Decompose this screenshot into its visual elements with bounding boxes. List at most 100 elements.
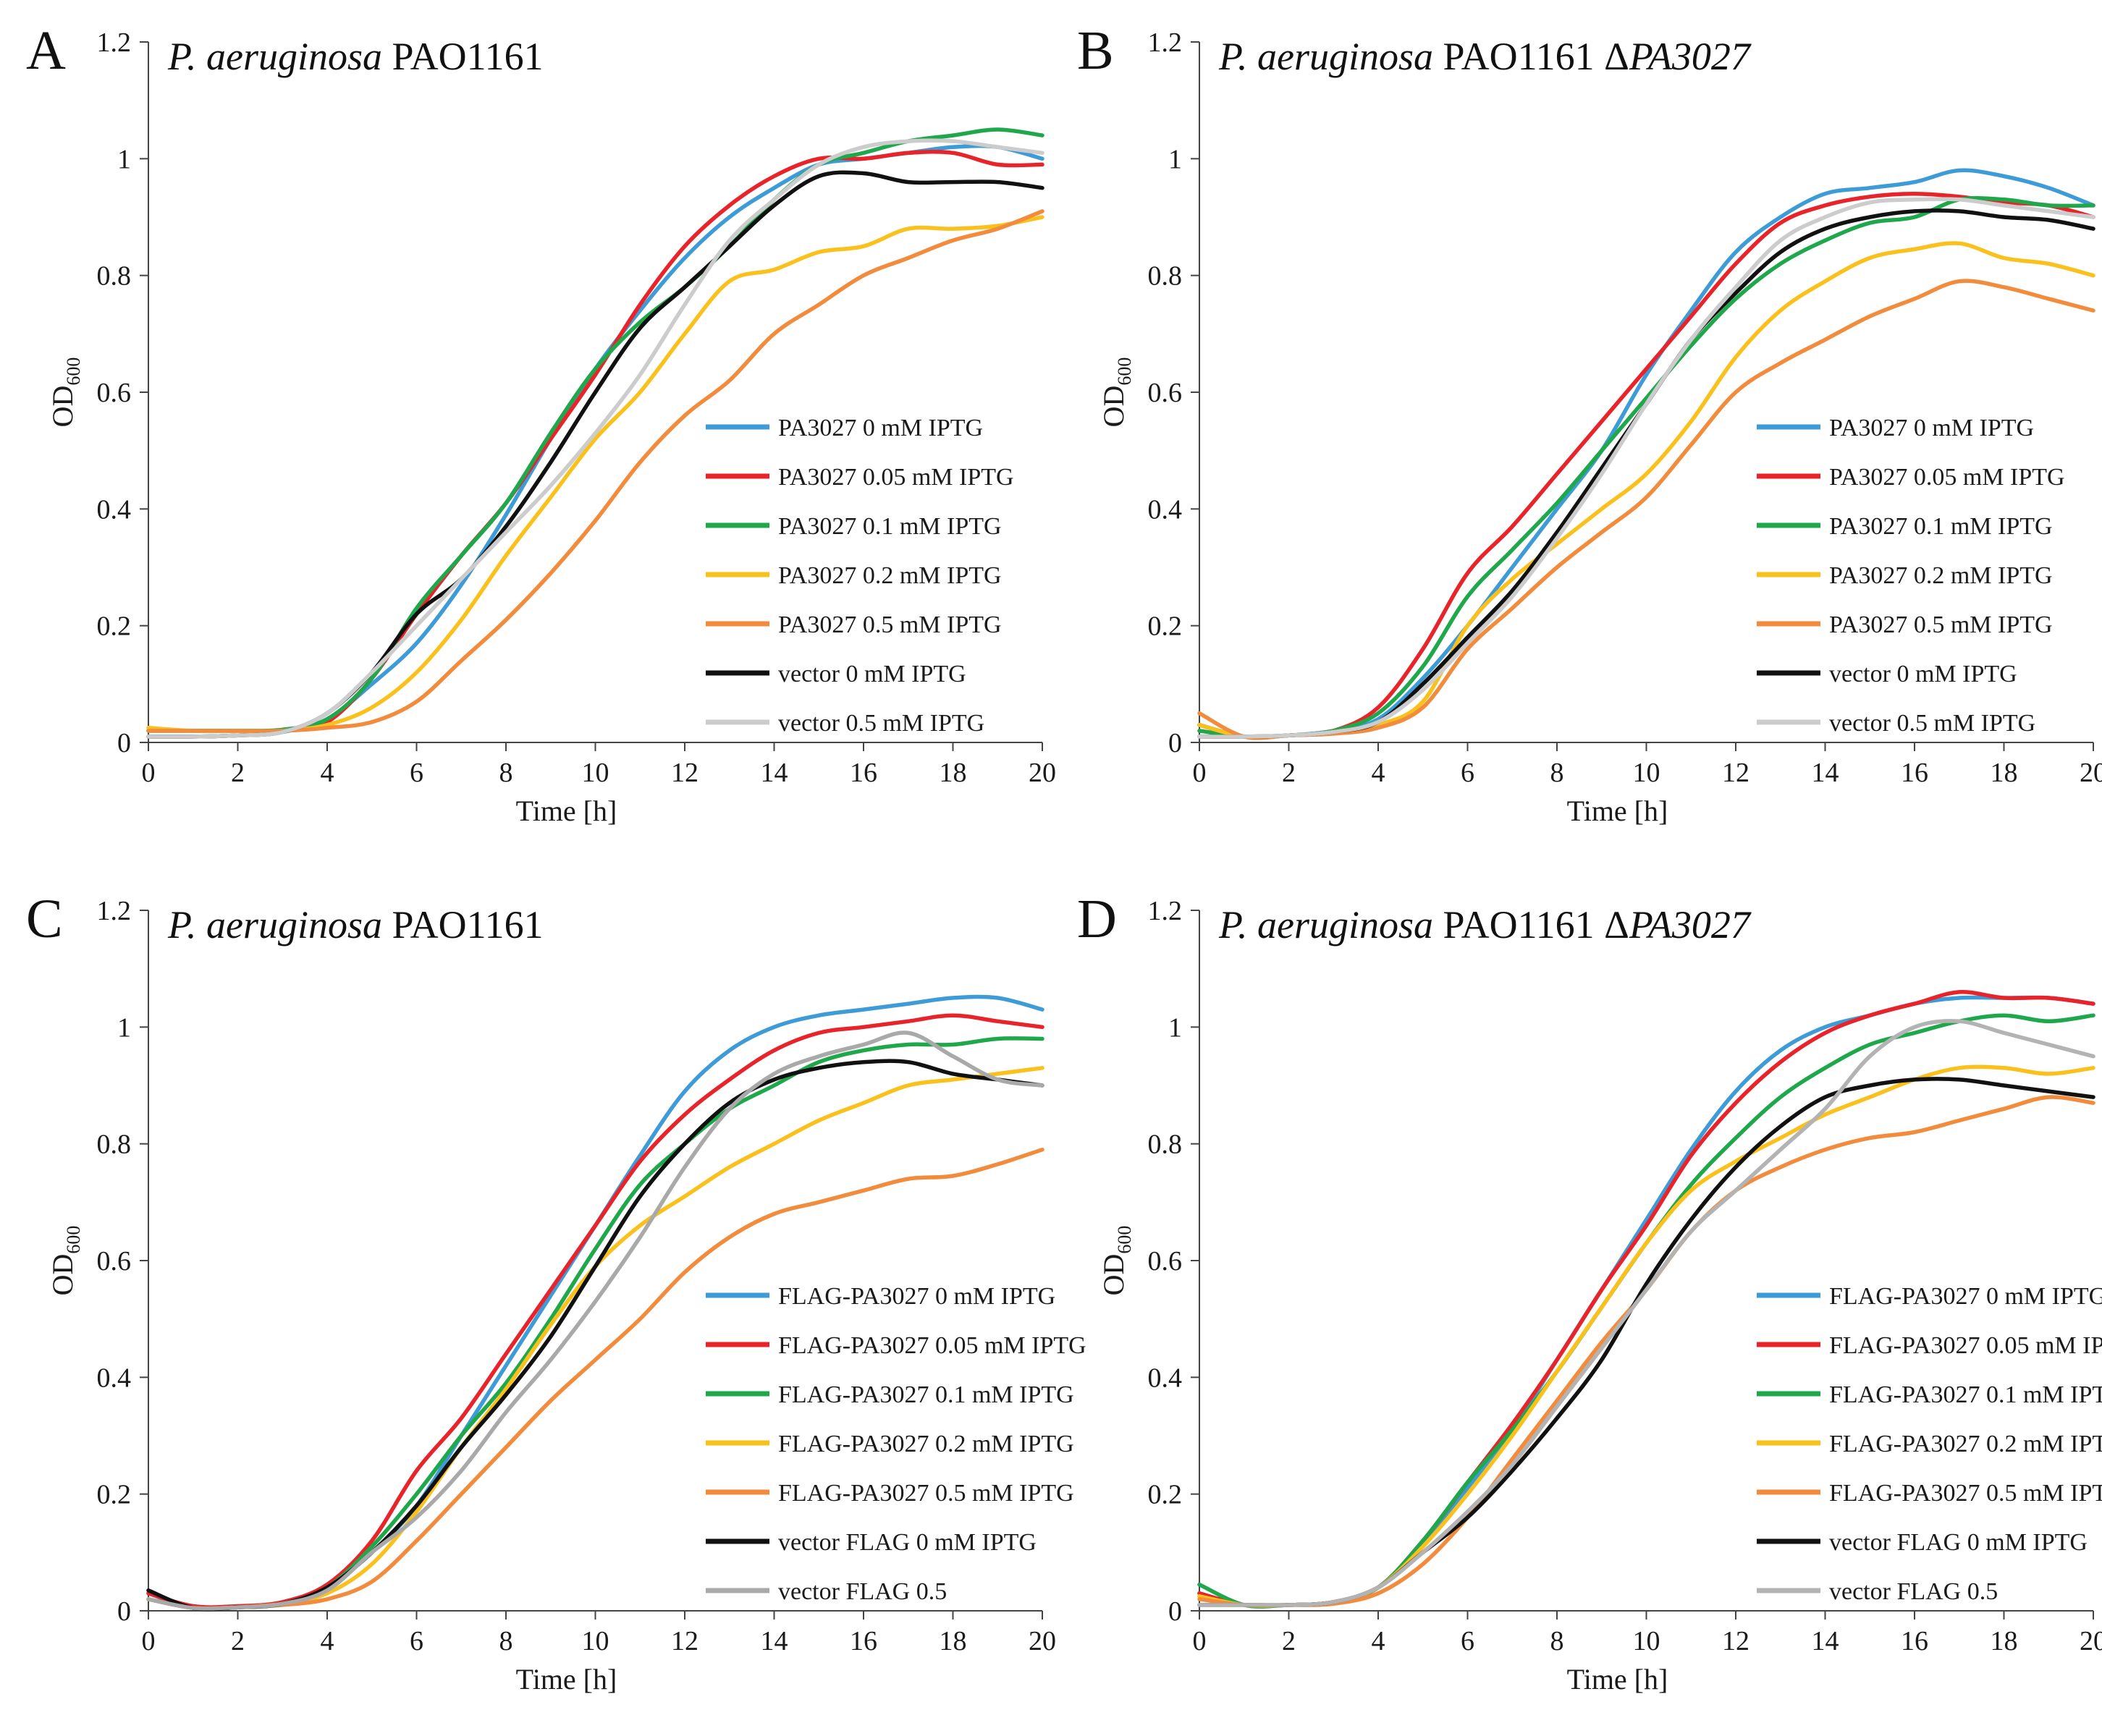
y-tick-label: 0.2 — [1148, 611, 1183, 642]
title-strain: PAO1161 Δ — [1433, 35, 1629, 78]
legend-label: PA3027 0.1 mM IPTG — [778, 513, 1002, 540]
x-tick-label: 6 — [410, 1626, 423, 1656]
chart-title: P. aeruginosa PAO1161 ΔPA3027 — [1218, 35, 1752, 78]
x-tick-label: 0 — [1193, 1626, 1207, 1656]
y-axis-label-sub: 600 — [63, 357, 84, 386]
y-tick-label: 0 — [117, 1596, 131, 1627]
x-tick-label: 10 — [582, 758, 609, 788]
y-tick-label: 1.2 — [1148, 27, 1183, 58]
y-tick-label: 0.4 — [97, 494, 132, 525]
x-tick-label: 4 — [321, 1626, 334, 1656]
x-tick-label: 20 — [2080, 758, 2102, 788]
x-axis-label: Time [h] — [516, 795, 617, 827]
panel-letter: C — [26, 889, 63, 949]
y-tick-label: 0.6 — [97, 378, 132, 408]
x-tick-label: 14 — [761, 1626, 788, 1656]
legend-label: FLAG-PA3027 0.5 mM IPTG — [1829, 1480, 2102, 1507]
panel-letter: D — [1077, 889, 1117, 949]
title-gene: PA3027 — [1629, 35, 1752, 78]
y-tick-label: 0.8 — [1148, 1130, 1183, 1160]
panel-letter: A — [26, 20, 66, 81]
x-tick-label: 0 — [1193, 758, 1207, 788]
legend: PA3027 0 mM IPTG PA3027 0.05 mM IPTG PA302… — [706, 415, 1014, 737]
y-axis-label-main: OD — [46, 1254, 79, 1296]
x-tick-label: 2 — [231, 758, 245, 788]
x-tick-label: 6 — [1461, 758, 1474, 788]
series-line-2 — [1197, 191, 2095, 740]
legend-label: PA3027 0.2 mM IPTG — [778, 562, 1002, 589]
y-tick-label: 1.2 — [97, 896, 132, 926]
x-tick-label: 4 — [321, 758, 334, 788]
legend-label: FLAG-PA3027 0 mM IPTG — [1829, 1283, 2102, 1310]
y-tick-label: 1.2 — [97, 27, 132, 58]
y-tick-label: 0.4 — [1148, 1363, 1183, 1393]
y-axis-label-main: OD — [46, 386, 79, 428]
y-axis-label-main: OD — [1097, 386, 1130, 428]
x-axis-label: Time [h] — [1567, 1663, 1668, 1695]
x-tick-label: 20 — [1029, 1626, 1056, 1656]
y-tick-label: 0.6 — [1148, 1246, 1183, 1276]
x-tick-label: 8 — [1550, 1626, 1564, 1656]
y-tick-label: 0.2 — [97, 1480, 132, 1510]
legend-label: vector 0 mM IPTG — [1829, 661, 2017, 687]
series-line-3 — [146, 127, 1044, 733]
x-tick-label: 12 — [671, 758, 698, 788]
series-line-5 — [146, 1147, 1044, 1611]
x-tick-label: 20 — [1029, 758, 1056, 788]
y-tick-label: 0.8 — [97, 261, 132, 292]
x-tick-label: 14 — [761, 758, 788, 788]
series-line-1 — [1197, 168, 2095, 740]
y-tick-label: 1 — [117, 1012, 131, 1043]
y-tick-label: 0.2 — [97, 611, 132, 642]
y-axis-label-sub: 600 — [63, 1226, 84, 1254]
title-gene: PA3027 — [1629, 903, 1752, 947]
x-tick-label: 2 — [1282, 1626, 1296, 1656]
legend-label: PA3027 0 mM IPTG — [778, 415, 983, 441]
legend-label: PA3027 0.5 mM IPTG — [1829, 611, 2053, 638]
y-tick-label: 0.8 — [97, 1130, 132, 1160]
y-tick-label: 0.4 — [1148, 494, 1183, 525]
title-strain: PAO1161 — [382, 903, 544, 947]
y-tick-label: 0.6 — [97, 1246, 132, 1276]
title-species: P. aeruginosa — [1218, 35, 1433, 78]
x-tick-label: 14 — [1812, 1626, 1839, 1656]
x-tick-label: 0 — [142, 1626, 156, 1656]
y-tick-label: 0 — [1168, 1596, 1182, 1627]
y-tick-label: 0 — [1168, 728, 1182, 758]
x-tick-label: 4 — [1372, 1626, 1385, 1656]
x-tick-label: 12 — [1722, 1626, 1749, 1656]
legend-label: vector FLAG 0 mM IPTG — [778, 1529, 1037, 1556]
title-species: P. aeruginosa — [167, 35, 382, 78]
y-tick-label: 0.8 — [1148, 261, 1183, 292]
chart-title: P. aeruginosa PAO1161 ΔPA3027 — [1218, 903, 1752, 947]
x-tick-label: 8 — [1550, 758, 1564, 788]
y-tick-label: 1 — [1168, 144, 1182, 174]
y-axis-label: OD600 — [46, 357, 84, 428]
y-axis-label-main: OD — [1097, 1254, 1130, 1296]
y-tick-label: 0.2 — [1148, 1480, 1183, 1510]
series-line-7 — [146, 138, 1044, 739]
x-tick-label: 18 — [940, 758, 967, 788]
y-axis-label: OD600 — [1097, 357, 1135, 428]
chart-title: P. aeruginosa PAO1161 — [167, 35, 544, 78]
title-strain: PAO1161 — [382, 35, 544, 78]
x-tick-label: 18 — [940, 1626, 967, 1656]
y-tick-label: 0.6 — [1148, 378, 1183, 408]
y-axis-label: OD600 — [46, 1226, 84, 1296]
legend-label: PA3027 0.05 mM IPTG — [778, 464, 1014, 491]
legend-label: FLAG-PA3027 0.2 mM IPTG — [1829, 1431, 2102, 1457]
y-tick-label: 1 — [117, 144, 131, 174]
y-tick-label: 0 — [117, 728, 131, 758]
x-tick-label: 8 — [499, 1626, 513, 1656]
legend-label: vector FLAG 0.5 — [1829, 1578, 1998, 1605]
x-axis-label: Time [h] — [1567, 795, 1668, 827]
x-tick-label: 16 — [1901, 758, 1928, 788]
x-axis-label: Time [h] — [516, 1663, 617, 1695]
series-line-7 — [146, 1030, 1044, 1611]
x-tick-label: 0 — [142, 758, 156, 788]
y-axis-label-sub: 600 — [1114, 1226, 1135, 1254]
legend-label: vector FLAG 0.5 — [778, 1578, 947, 1605]
y-tick-label: 1.2 — [1148, 896, 1183, 926]
